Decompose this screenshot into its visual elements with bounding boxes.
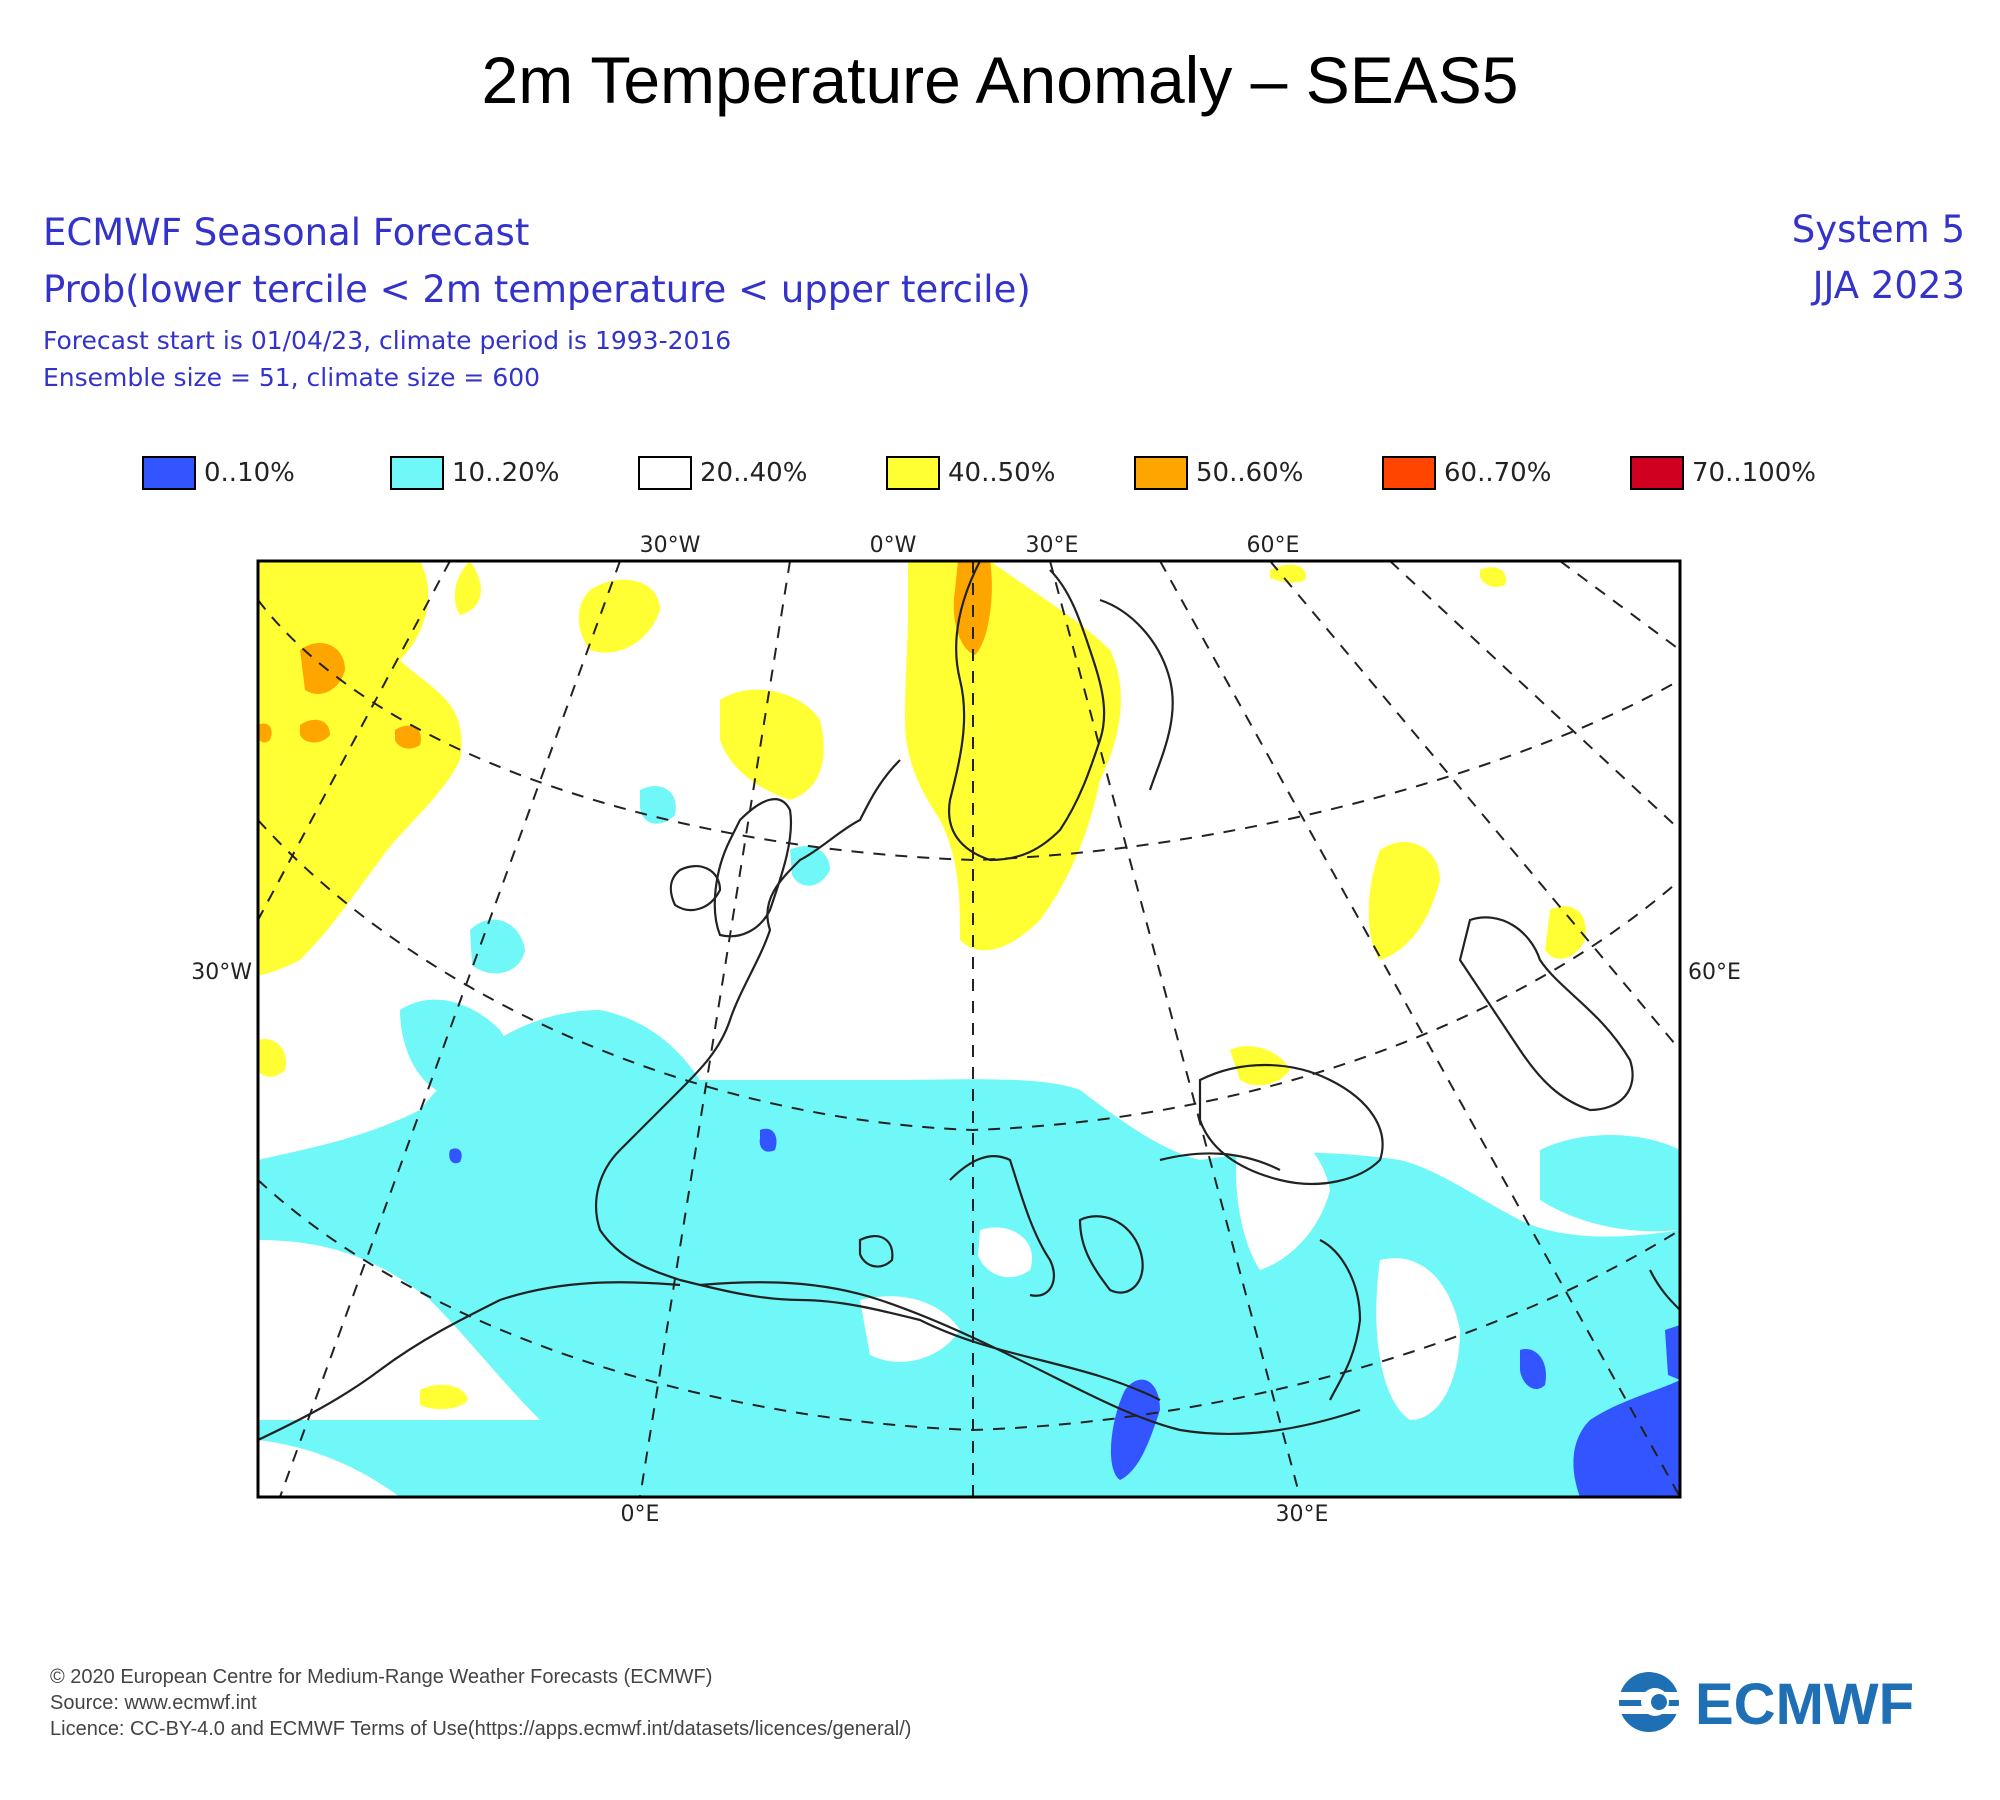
ecmwf-logo-text: ECMWF [1695, 1672, 1914, 1736]
forecast-map: 30°W 0°W 30°E 60°E 0°E 30°E 30°W 60°E [191, 533, 1741, 1527]
legend-label: 40..50% [948, 458, 1056, 488]
legend-swatch [142, 456, 196, 490]
forecast-header-ensemble: Ensemble size = 51, climate size = 600 [43, 363, 541, 392]
left-label-30w: 30°W [191, 960, 252, 985]
graticule [258, 561, 1680, 1497]
footer-source: Source: www.ecmwf.int [50, 1692, 257, 1714]
top-label-0w: 0°W [870, 533, 917, 558]
legend-swatch [638, 456, 692, 490]
legend-swatch [886, 456, 940, 490]
legend-swatch [1630, 456, 1684, 490]
forecast-header-org: ECMWF Seasonal Forecast [43, 211, 530, 254]
legend-label: 0..10% [204, 458, 295, 488]
forecast-season: JJA 2023 [1812, 264, 1965, 307]
legend-label: 70..100% [1692, 458, 1816, 488]
top-label-30e: 30°E [1026, 533, 1079, 558]
legend-swatch [1134, 456, 1188, 490]
footer-licence: Licence: CC-BY-4.0 and ECMWF Terms of Us… [50, 1718, 912, 1740]
map-frame [256, 559, 1682, 1499]
cyan-areas [258, 786, 1680, 1497]
legend-label: 50..60% [1196, 458, 1304, 488]
white-land-gaps [258, 1127, 1460, 1497]
legend-label: 20..40% [700, 458, 808, 488]
legend-swatch [390, 456, 444, 490]
ecmwf-logo: ECMWF [1619, 1672, 1914, 1736]
legend-label: 10..20% [452, 458, 560, 488]
top-label-60e: 60°E [1247, 533, 1300, 558]
footer-copyright: © 2020 European Centre for Medium-Range … [50, 1666, 713, 1688]
blue-areas [449, 1128, 1680, 1497]
forecast-header-probability: Prob(lower tercile < 2m temperature < up… [43, 268, 1031, 311]
legend-swatch [1382, 456, 1436, 490]
coastlines [258, 561, 1680, 1441]
bottom-label-30e: 30°E [1276, 1502, 1329, 1527]
legend: 0..10% 10..20% 20..40% 40..50% 50..60% 6… [0, 456, 2000, 496]
right-label-60e: 60°E [1688, 960, 1741, 985]
top-label-30w: 30°W [640, 533, 701, 558]
page-title: 2m Temperature Anomaly – SEAS5 [481, 43, 1519, 117]
forecast-system: System 5 [1791, 208, 1965, 251]
ecmwf-logo-mark [1619, 1672, 1689, 1732]
legend-label: 60..70% [1444, 458, 1552, 488]
forecast-header-start: Forecast start is 01/04/23, climate peri… [43, 326, 732, 355]
bottom-label-0e: 0°E [621, 1502, 660, 1527]
